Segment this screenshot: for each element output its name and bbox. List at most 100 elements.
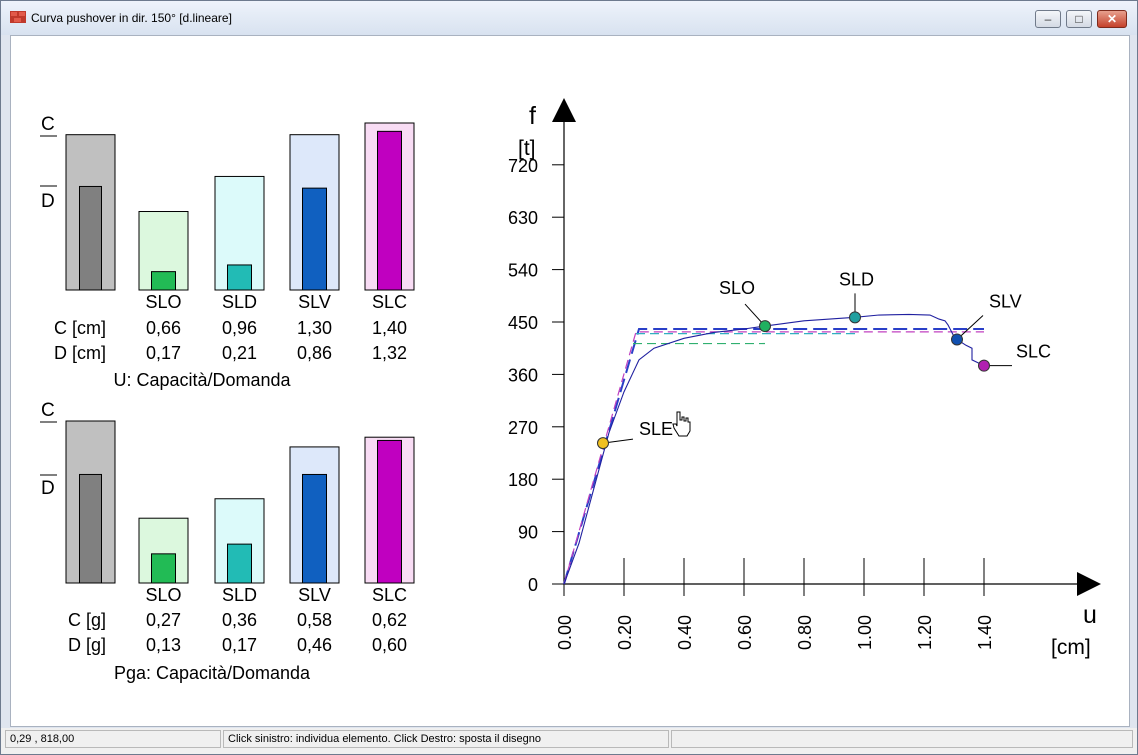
x-tick-label: 0.60 <box>735 615 755 650</box>
u-col-label-2: SLD <box>222 292 257 312</box>
app-logo-icon <box>10 11 26 23</box>
marker-label-slo: SLO <box>719 278 755 298</box>
maximize-icon: □ <box>1075 12 1083 26</box>
marker-slv[interactable] <box>951 333 963 346</box>
x-tick-label: 0.00 <box>555 615 575 650</box>
u-col-label-1: SLO <box>145 292 181 312</box>
u-bar-demand-3 <box>302 187 327 291</box>
marker-label-sld: SLD <box>839 269 874 289</box>
title-bar[interactable]: Curva pushover in dir. 150° [d.lineare] … <box>1 1 1137 35</box>
pga-col-label-1: SLO <box>145 585 181 605</box>
pga-bar-demand-2 <box>227 543 252 584</box>
y-tick-label: 180 <box>508 470 538 490</box>
u-c-value-2: 0,96 <box>222 318 257 338</box>
u-c-value-1: 0,66 <box>146 318 181 338</box>
status-bar: 0,29 , 818,00 Click sinistro: individua … <box>1 728 1137 754</box>
pga-c-value-4: 0,62 <box>372 610 407 630</box>
pga-c-mark: C <box>41 400 55 421</box>
y-axis-unit: [t] <box>518 137 536 160</box>
marker-label-slv: SLV <box>989 291 1022 311</box>
marker-label-sle: SLE <box>639 419 673 439</box>
u-c-value-4: 1,40 <box>372 318 407 338</box>
hand-cursor-icon <box>672 411 691 437</box>
y-tick-label: 360 <box>508 365 538 385</box>
bilinear-lines <box>563 327 984 585</box>
pga-col-label-4: SLC <box>372 585 407 605</box>
pga-bar-demand-1 <box>151 553 176 584</box>
capacity-curve-line <box>563 313 985 585</box>
u-c-value-3: 1,30 <box>297 318 332 338</box>
u-bar-demand-4 <box>377 130 402 291</box>
y-axis-label: f <box>529 102 536 130</box>
minimize-button[interactable]: – <box>1035 10 1061 28</box>
y-tick-label: 540 <box>508 261 538 281</box>
bilinear-line-0 <box>563 327 984 585</box>
pga-c-value-2: 0,36 <box>222 610 257 630</box>
x-ticks: 0.00 0.20 0.40 0.60 0.80 1.00 1.20 1.40 <box>555 558 995 650</box>
x-tick-label: 1.40 <box>975 615 995 650</box>
pga-bar-demand-3 <box>302 473 327 584</box>
y-axis-arrow <box>552 98 576 122</box>
x-tick-label: 1.00 <box>855 615 875 650</box>
u-caption: U: Capacità/Domanda <box>113 370 291 390</box>
x-axis-arrow <box>1077 572 1101 596</box>
marker-slc[interactable] <box>978 359 990 372</box>
pga-col-label-2: SLD <box>222 585 257 605</box>
pga-d-row-label: D [g] <box>68 635 106 655</box>
x-axis-label: u <box>1083 601 1097 629</box>
maximize-button[interactable]: □ <box>1066 10 1092 28</box>
pga-capacity-panel: C D SLO 0,27 0,13 SLD 0,36 0,17 SLV 0,58 0,46 SLC… <box>40 400 415 683</box>
status-hint: Click sinistro: individua elemento. Clic… <box>223 730 669 748</box>
limit-state-markers: SLE SLO SLD SLV SLC <box>597 269 1051 450</box>
pga-d-mark: D <box>41 478 55 499</box>
u-d-mark: D <box>41 191 55 212</box>
u-bar-demand-2 <box>227 264 252 291</box>
close-button[interactable]: ✕ <box>1097 10 1127 28</box>
marker-label-slc: SLC <box>1016 342 1051 362</box>
minimize-icon: – <box>1044 12 1052 26</box>
u-column-labels: SLO 0,66 0,17 SLD 0,96 0,21 SLV 1,30 0,86 SLC 1,40… <box>145 292 407 363</box>
u-c-row-label: C [cm] <box>54 318 106 338</box>
close-icon: ✕ <box>1106 12 1118 26</box>
pga-c-row-label: C [g] <box>68 610 106 630</box>
y-tick-label: 720 <box>508 156 538 176</box>
x-axis-unit: [cm] <box>1051 636 1091 659</box>
bilinear-line-1 <box>563 331 984 585</box>
marker-sle[interactable] <box>597 437 609 450</box>
drawing-area[interactable]: C D SLO 0,66 0,17 SLD 0,96 0,21 SLV 1,30 0,86 SLC… <box>10 35 1130 727</box>
u-d-value-3: 0,86 <box>297 343 332 363</box>
pga-d-value-4: 0,60 <box>372 635 407 655</box>
u-col-label-4: SLC <box>372 292 407 312</box>
pga-col-label-3: SLV <box>298 585 331 605</box>
marker-sld[interactable] <box>849 311 861 324</box>
x-tick-label: 1.20 <box>915 615 935 650</box>
pga-bar-group <box>65 420 415 584</box>
pga-d-value-2: 0,17 <box>222 635 257 655</box>
u-bar-group <box>65 122 415 291</box>
status-extra <box>671 730 1133 748</box>
y-tick-label: 450 <box>508 313 538 333</box>
marker-slo[interactable] <box>759 320 771 333</box>
u-capacity-panel: C D SLO 0,66 0,17 SLD 0,96 0,21 SLV 1,30 0,86 SLC… <box>40 114 415 390</box>
pushover-drawing[interactable]: C D SLO 0,66 0,17 SLD 0,96 0,21 SLV 1,30 0,86 SLC… <box>11 36 1129 726</box>
pga-c-value-1: 0,27 <box>146 610 181 630</box>
pga-caption: Pga: Capacità/Domanda <box>114 663 311 683</box>
pga-d-value-3: 0,46 <box>297 635 332 655</box>
pga-bar-demand-0 <box>79 473 102 584</box>
y-ticks: 0 90 180 270 360 450 540 630 720 <box>508 156 564 595</box>
pga-c-value-3: 0,58 <box>297 610 332 630</box>
x-tick-label: 0.80 <box>795 615 815 650</box>
x-tick-label: 0.20 <box>615 615 635 650</box>
pga-bar-demand-4 <box>377 439 402 584</box>
y-tick-label: 0 <box>528 575 538 595</box>
y-tick-label: 270 <box>508 418 538 438</box>
pga-column-labels: SLO 0,27 0,13 SLD 0,36 0,17 SLV 0,58 0,46 SLC 0,62… <box>145 585 407 655</box>
u-d-value-4: 1,32 <box>372 343 407 363</box>
window-title: Curva pushover in dir. 150° [d.lineare] <box>31 11 232 25</box>
u-c-mark: C <box>41 114 55 135</box>
y-tick-label: 90 <box>518 523 538 543</box>
u-bar-demand-1 <box>151 271 176 291</box>
y-tick-label: 630 <box>508 208 538 228</box>
pga-d-value-1: 0,13 <box>146 635 181 655</box>
